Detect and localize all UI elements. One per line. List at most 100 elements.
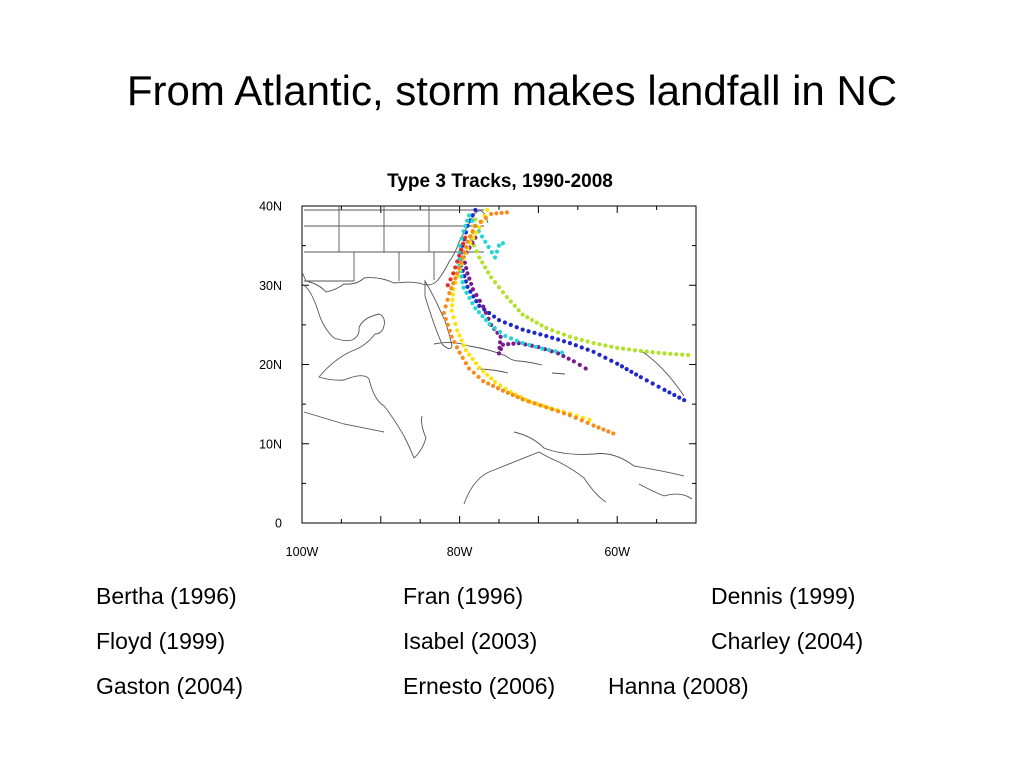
track-series xyxy=(445,235,468,288)
track-point xyxy=(492,255,498,260)
track-point xyxy=(497,329,503,335)
track-point xyxy=(486,244,491,250)
track-point xyxy=(483,318,489,323)
track-points xyxy=(441,207,691,436)
track-point xyxy=(451,271,456,276)
track-point xyxy=(463,235,468,240)
chart-axes: 100W 80W 60W 0 10N 20N 30N 40N xyxy=(259,200,697,559)
track-point xyxy=(503,333,508,339)
track-point xyxy=(656,384,661,389)
track-point xyxy=(491,314,497,319)
track-point xyxy=(462,260,467,265)
track-point xyxy=(632,348,638,353)
track-point xyxy=(470,218,475,223)
track-point xyxy=(512,303,517,308)
track-point xyxy=(597,342,602,347)
track-point xyxy=(481,304,486,309)
track-point xyxy=(550,407,555,412)
track-point xyxy=(463,244,469,250)
track-point xyxy=(457,243,462,248)
track-point xyxy=(567,341,573,346)
track-point xyxy=(470,228,475,234)
track-point xyxy=(483,265,488,270)
track-point xyxy=(450,303,455,308)
track-point xyxy=(464,290,469,295)
track-point xyxy=(486,270,491,275)
track-point xyxy=(455,259,460,264)
track-point xyxy=(561,353,566,359)
track-point xyxy=(497,340,503,345)
track-point xyxy=(573,343,578,348)
track-point xyxy=(458,260,464,265)
track-point xyxy=(465,239,470,244)
track-point xyxy=(450,297,455,303)
track-point xyxy=(467,276,472,281)
track-point xyxy=(453,276,458,281)
track-point xyxy=(529,317,535,323)
plot-frame xyxy=(301,205,697,524)
track-point xyxy=(463,361,469,366)
track-point xyxy=(523,397,528,402)
track-point xyxy=(459,247,464,252)
track-point xyxy=(638,348,643,354)
track-point xyxy=(473,207,478,213)
track-point xyxy=(469,281,474,287)
track-point xyxy=(447,291,452,296)
track-point xyxy=(498,334,503,339)
track-point xyxy=(597,352,602,357)
x-tick-label: 80W xyxy=(447,545,473,559)
track-point xyxy=(520,397,525,402)
storm-label-gaston: Gaston (2004) xyxy=(96,673,244,699)
track-point xyxy=(621,346,626,351)
track-point xyxy=(445,283,450,288)
track-point xyxy=(457,350,462,355)
track-point xyxy=(489,211,494,217)
track-point xyxy=(520,327,525,332)
track-point xyxy=(553,349,558,354)
track-point xyxy=(626,347,632,352)
track-point xyxy=(473,306,478,311)
y-tick-label: 20N xyxy=(259,358,282,372)
track-point xyxy=(464,265,469,271)
track-point xyxy=(514,338,519,343)
track-point xyxy=(550,335,555,340)
track-point xyxy=(449,286,454,291)
track-point xyxy=(615,361,620,366)
track-point xyxy=(481,379,486,384)
track-point xyxy=(601,427,606,432)
track-point xyxy=(567,334,573,339)
track-point xyxy=(460,279,465,285)
track-point xyxy=(538,332,543,337)
track-point xyxy=(466,213,472,218)
slide-title: From Atlantic, storm makes landfall in N… xyxy=(126,67,898,114)
storm-label-fran: Fran (1996) xyxy=(403,583,524,609)
track-point xyxy=(461,229,466,234)
track-point xyxy=(527,342,532,348)
track-point xyxy=(494,211,499,216)
track-point xyxy=(473,361,479,366)
track-point xyxy=(445,322,450,327)
track-point xyxy=(483,310,488,315)
track-point xyxy=(474,230,479,235)
track-point xyxy=(441,310,446,316)
track-point xyxy=(504,210,509,215)
track-point xyxy=(476,374,481,380)
track-point xyxy=(573,415,578,420)
track-point xyxy=(500,342,506,347)
track-point xyxy=(496,285,502,290)
track-point xyxy=(477,225,482,230)
track-point xyxy=(546,347,552,353)
track-point xyxy=(452,339,457,345)
track-point xyxy=(462,250,467,255)
track-point xyxy=(451,281,456,286)
track-point xyxy=(544,333,549,339)
track-point xyxy=(457,253,462,258)
track-point xyxy=(463,223,468,229)
track-point xyxy=(508,336,514,341)
track-point xyxy=(680,352,685,357)
track-point xyxy=(520,312,525,317)
track-point xyxy=(470,356,475,362)
y-tick-label: 40N xyxy=(259,200,282,214)
track-point xyxy=(585,347,590,352)
track-point xyxy=(455,328,460,333)
